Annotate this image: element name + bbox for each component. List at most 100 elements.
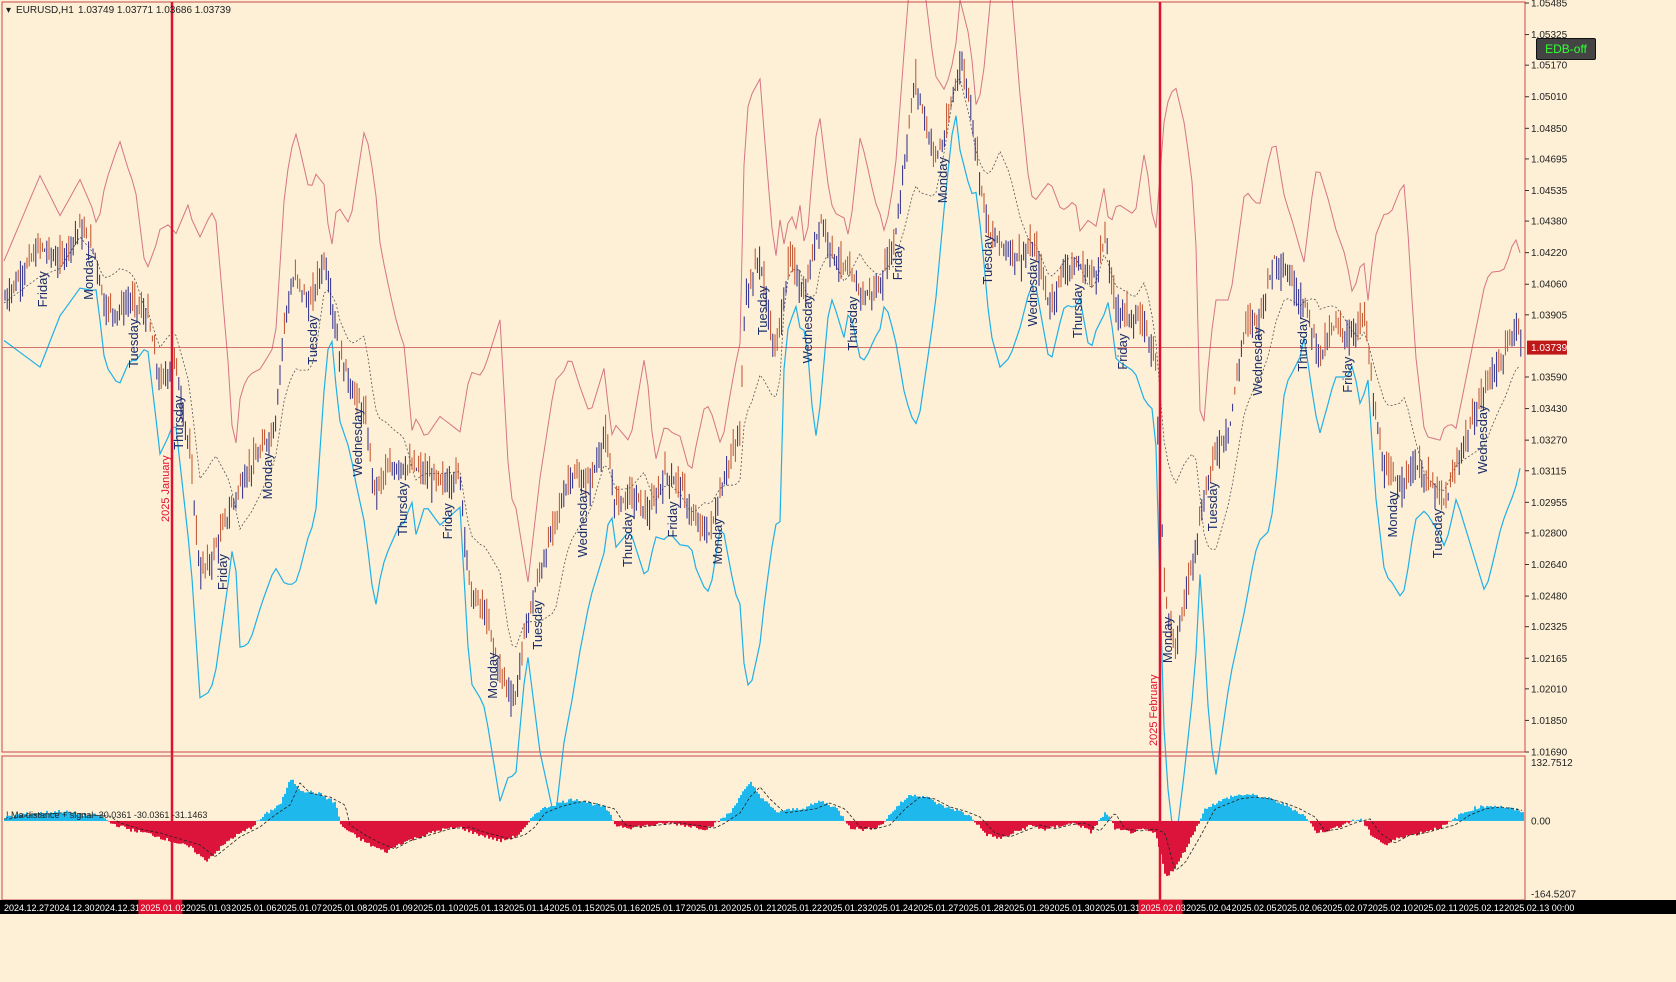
histogram-bar xyxy=(612,820,614,821)
price-tick-label: 1.02010 xyxy=(1531,684,1568,695)
histogram-bar xyxy=(956,809,958,821)
histogram-bar xyxy=(662,820,664,824)
histogram-bar xyxy=(60,812,62,821)
histogram-bar xyxy=(1480,805,1482,821)
histogram-bar xyxy=(412,820,414,841)
histogram-bar xyxy=(1036,820,1038,827)
time-axis-label: 2025.02.04 xyxy=(1186,903,1231,913)
histogram-bar xyxy=(434,820,436,833)
time-axis-label: 2025.01.16 xyxy=(595,903,640,913)
histogram-bar xyxy=(184,820,186,845)
price-tick-label: 1.05010 xyxy=(1531,92,1568,103)
histogram-bar xyxy=(966,815,968,821)
histogram-bar xyxy=(706,820,708,830)
histogram-bar xyxy=(62,812,64,821)
indicator-title: ! Ma distance + signal -30.0361 -30.0361… xyxy=(6,810,207,820)
histogram-bar xyxy=(818,800,820,821)
histogram-bar xyxy=(12,817,14,821)
histogram-bar xyxy=(50,812,52,821)
histogram-bar xyxy=(1098,820,1100,821)
histogram-bar xyxy=(168,820,170,842)
time-axis-label: 2025.02.12 xyxy=(1459,903,1504,913)
histogram-bar xyxy=(786,809,788,821)
histogram-bar xyxy=(598,804,600,821)
histogram-bar xyxy=(1240,794,1242,821)
histogram-bar xyxy=(1218,800,1220,821)
histogram-bar xyxy=(210,820,212,857)
histogram-bar xyxy=(304,792,306,821)
histogram-bar xyxy=(48,813,50,821)
histogram-bar xyxy=(676,820,678,826)
histogram-bar xyxy=(938,803,940,821)
edb-toggle-button[interactable]: EDB-off xyxy=(1536,38,1596,60)
histogram-bar xyxy=(58,810,60,821)
histogram-bar xyxy=(1282,802,1284,821)
histogram-bar xyxy=(464,820,466,831)
histogram-bar xyxy=(640,820,642,829)
histogram-bar xyxy=(670,820,672,824)
histogram-bar xyxy=(714,820,716,823)
time-axis-label: 2025.01.02 xyxy=(140,903,185,913)
histogram-bar xyxy=(1262,797,1264,821)
histogram-bar xyxy=(576,799,578,821)
histogram-bar xyxy=(530,818,532,821)
histogram-bar xyxy=(802,808,804,821)
histogram-bar xyxy=(648,820,650,827)
histogram-bar xyxy=(84,812,86,821)
histogram-bar xyxy=(1106,814,1108,821)
histogram-bar xyxy=(908,795,910,821)
histogram-bar xyxy=(946,807,948,821)
histogram-bar xyxy=(1024,820,1026,830)
histogram-bar xyxy=(1366,820,1368,827)
histogram-bar xyxy=(1516,808,1518,821)
histogram-bar xyxy=(302,791,304,821)
histogram-bar xyxy=(1048,820,1050,829)
histogram-bar xyxy=(480,820,482,835)
histogram-bar xyxy=(1278,802,1280,821)
histogram-bar xyxy=(1280,803,1282,821)
histogram-bar xyxy=(1142,820,1144,829)
histogram-bar xyxy=(1096,820,1098,826)
histogram-bar xyxy=(414,820,416,838)
histogram-bar xyxy=(454,820,456,829)
histogram-bar xyxy=(1348,820,1350,824)
histogram-bar xyxy=(72,812,74,821)
histogram-bar xyxy=(1292,810,1294,821)
histogram-bar xyxy=(538,812,540,821)
histogram-bar xyxy=(402,820,404,845)
histogram-bar xyxy=(980,820,982,829)
histogram-bar xyxy=(148,820,150,833)
histogram-bar xyxy=(1288,806,1290,821)
histogram-bar xyxy=(1432,820,1434,831)
time-axis-label: 2025.01.13 xyxy=(459,903,504,913)
histogram-bar xyxy=(1050,820,1052,827)
histogram-bar xyxy=(266,811,268,821)
histogram-bar xyxy=(388,820,390,850)
time-axis-label: 2025.01.14 xyxy=(504,903,549,913)
day-label: Wednesday xyxy=(1475,405,1490,474)
histogram-bar xyxy=(1002,820,1004,837)
histogram-bar xyxy=(1264,796,1266,821)
histogram-bar xyxy=(774,810,776,821)
histogram-bar xyxy=(958,810,960,821)
histogram-bar xyxy=(1380,820,1382,843)
time-axis-label: 2025.01.28 xyxy=(959,903,1004,913)
histogram-bar xyxy=(96,815,98,821)
histogram-bar xyxy=(44,813,46,821)
histogram-bar xyxy=(234,820,236,838)
histogram-bar xyxy=(298,788,300,821)
histogram-bar xyxy=(202,820,204,858)
histogram-bar xyxy=(1234,795,1236,821)
histogram-bar xyxy=(600,806,602,821)
histogram-bar xyxy=(1140,820,1142,830)
time-axis-label: 2025.02.07 xyxy=(1322,903,1367,913)
histogram-bar xyxy=(350,820,352,833)
histogram-bar xyxy=(626,820,628,829)
histogram-bar xyxy=(912,796,914,821)
histogram-bar xyxy=(1414,820,1416,834)
histogram-bar xyxy=(522,820,524,830)
histogram-bar xyxy=(1260,797,1262,821)
indicator-subwindow[interactable] xyxy=(1,755,1526,901)
main-price-pane[interactable]: 2025 January 2025 February Friday Monday Tue… xyxy=(1,0,1526,900)
histogram-bar xyxy=(864,820,866,830)
